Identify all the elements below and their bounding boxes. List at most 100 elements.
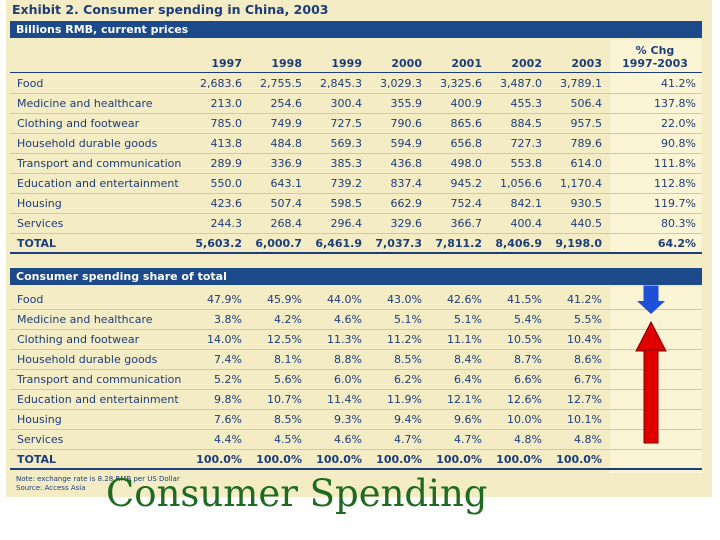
row-value: 244.3 [210, 217, 243, 230]
year-header-2003: 2003 [571, 57, 602, 70]
row-value: 598.5 [330, 197, 363, 210]
row-value: 5.1% [394, 313, 422, 326]
row-value: 100.0% [436, 453, 482, 466]
row-value: 4.6% [334, 433, 362, 446]
year-header-1999: 1999 [331, 57, 362, 70]
row-value: 11.2% [387, 333, 422, 346]
row-value: 6,461.9 [315, 237, 362, 250]
row-value: 44.0% [327, 293, 362, 306]
row-value: 3,487.0 [500, 77, 542, 90]
table-row: Food 47.9% 45.9% 44.0% 43.0% 42.6% 41.5% 41.2% [10, 290, 702, 310]
up-arrow-icon [635, 320, 667, 444]
row-value: 484.8 [270, 137, 303, 150]
row-value: 12.7% [567, 393, 602, 406]
table-row: Education and entertainment 550.0 643.1 739… [10, 174, 702, 194]
table-row: Household durable goods 413.8 484.8 569.3 59… [10, 134, 702, 154]
row-value: 614.0 [570, 157, 603, 170]
row-value: 727.5 [330, 117, 363, 130]
down-arrow-icon [637, 285, 665, 314]
row-value: 5,603.2 [195, 237, 242, 250]
pct-change-column-bg [610, 40, 702, 254]
row-value: 440.5 [570, 217, 603, 230]
row-value: 7.4% [214, 353, 242, 366]
row-value: 4.8% [574, 433, 602, 446]
row-value: 662.9 [390, 197, 423, 210]
row-value: 11.4% [327, 393, 362, 406]
row-label: Housing [17, 413, 62, 426]
row-value: 14.0% [207, 333, 242, 346]
row-value: 47.9% [207, 293, 242, 306]
row-value: 12.5% [267, 333, 302, 346]
row-value: 11.3% [327, 333, 362, 346]
row-value: 100.0% [496, 453, 542, 466]
row-value: 355.9 [390, 97, 423, 110]
row-value: 436.8 [390, 157, 423, 170]
row-value: 329.6 [390, 217, 423, 230]
row-label: Food [17, 293, 44, 306]
row-value: 100.0% [376, 453, 422, 466]
row-value: 111.8% [654, 157, 696, 170]
year-header-1998: 1998 [271, 57, 302, 70]
row-value: 3,325.6 [440, 77, 482, 90]
row-value: 10.7% [267, 393, 302, 406]
row-value: 10.1% [567, 413, 602, 426]
row-value: 9.6% [454, 413, 482, 426]
row-value: 8.1% [274, 353, 302, 366]
row-value: 9.8% [214, 393, 242, 406]
table-row: Medicine and healthcare 213.0 254.6 300.4 35… [10, 94, 702, 114]
row-value: 594.9 [390, 137, 423, 150]
row-value: 727.3 [510, 137, 543, 150]
row-value: 43.0% [387, 293, 422, 306]
row-label: Clothing and footwear [17, 333, 140, 346]
row-label: Services [17, 217, 64, 230]
row-value: 213.0 [210, 97, 243, 110]
row-label: Household durable goods [17, 353, 158, 366]
row-value: 10.5% [507, 333, 542, 346]
row-value: 789.6 [570, 137, 603, 150]
row-value: 12.1% [447, 393, 482, 406]
row-value: 9,198.0 [555, 237, 602, 250]
table-row: Medicine and healthcare 3.8% 4.2% 4.6% 5.1% 5… [10, 310, 702, 330]
row-value: 296.4 [330, 217, 363, 230]
row-value: 8.4% [454, 353, 482, 366]
row-value: 42.6% [447, 293, 482, 306]
row-value: 8.5% [394, 353, 422, 366]
row-value: 8.6% [574, 353, 602, 366]
year-header-2001: 2001 [451, 57, 482, 70]
row-value: 1,056.6 [500, 177, 542, 190]
row-value: 4.7% [454, 433, 482, 446]
row-value: 550.0 [210, 177, 243, 190]
row-value: 336.9 [270, 157, 303, 170]
row-value: 553.8 [510, 157, 543, 170]
row-value: 4.4% [214, 433, 242, 446]
row-value: 2,845.3 [320, 77, 362, 90]
row-value: 945.2 [450, 177, 483, 190]
table-row: Services 244.3 268.4 296.4 329.6 366.7 400.4 44… [10, 214, 702, 234]
row-value: 64.2% [657, 237, 696, 250]
row-value: 4.7% [394, 433, 422, 446]
row-value: 11.9% [387, 393, 422, 406]
row-label: Education and entertainment [17, 393, 179, 406]
row-label: Food [17, 77, 44, 90]
row-value: 569.3 [330, 137, 363, 150]
row-value: 4.5% [274, 433, 302, 446]
row-value: 5.1% [454, 313, 482, 326]
section1-header-bar: Billions RMB, current prices [10, 21, 702, 38]
row-value: 3,029.3 [380, 77, 422, 90]
table-row: Services 4.4% 4.5% 4.6% 4.7% 4.7% 4.8% 4.8% [10, 430, 702, 450]
exhibit-title: Exhibit 2. Consumer spending in China, 2… [12, 2, 329, 17]
pct-change-header-line2: 1997-2003 [622, 57, 688, 70]
row-value: 4.6% [334, 313, 362, 326]
row-value: 837.4 [390, 177, 423, 190]
table-row: Housing 7.6% 8.5% 9.3% 9.4% 9.6% 10.0% 10.1% [10, 410, 702, 430]
row-value: 790.6 [390, 117, 423, 130]
row-label: Medicine and healthcare [17, 97, 153, 110]
slide-title: Consumer Spending [106, 472, 488, 515]
row-value: 7.6% [214, 413, 242, 426]
row-label: Housing [17, 197, 62, 210]
row-value: 930.5 [570, 197, 603, 210]
row-value: 100.0% [196, 453, 242, 466]
row-value: 10.0% [507, 413, 542, 426]
table-row: Transport and communication 5.2% 5.6% 6.0% 6… [10, 370, 702, 390]
